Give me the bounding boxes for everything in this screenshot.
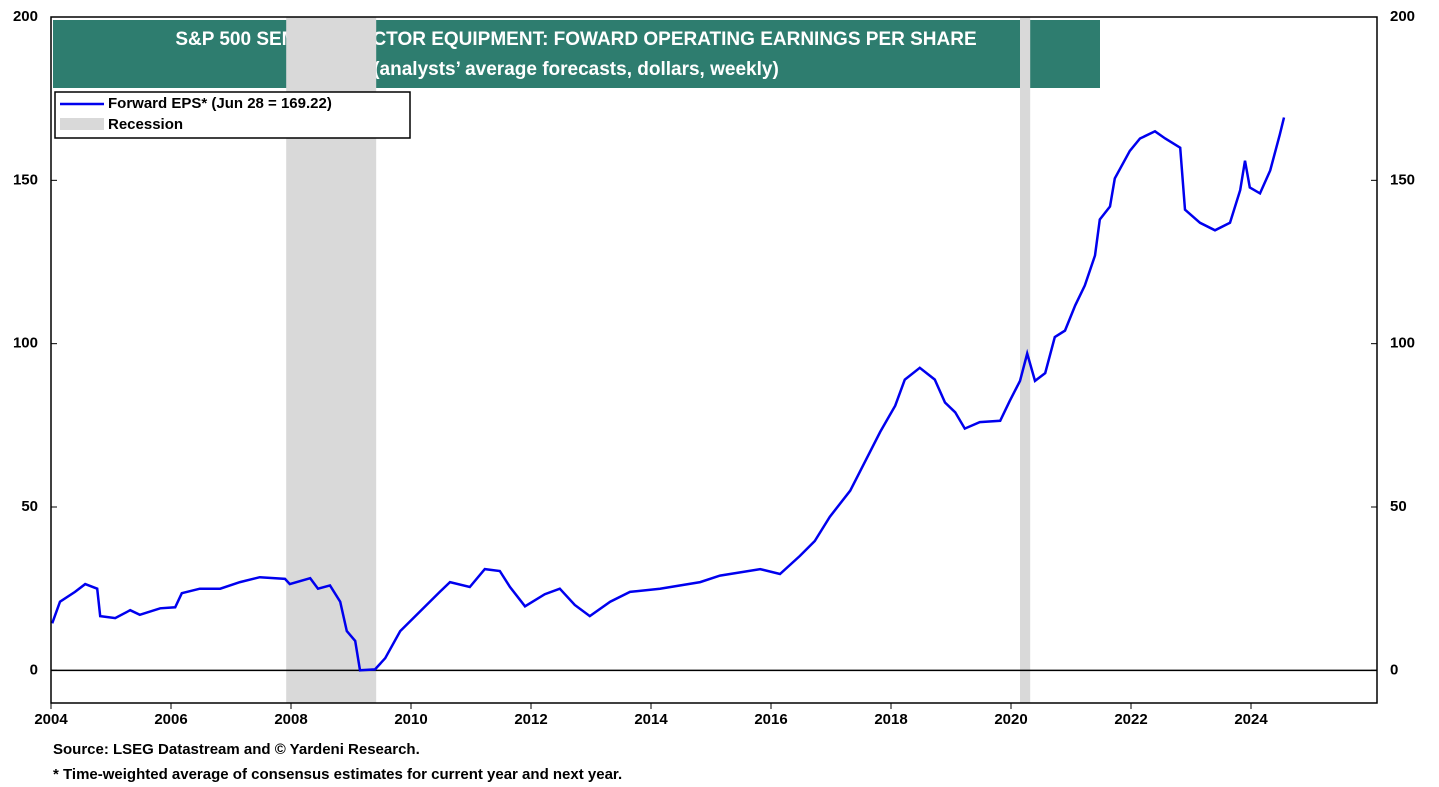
x-tick-label: 2018: [874, 711, 907, 728]
legend-label: Recession: [108, 116, 183, 133]
y-tick-label: 200: [13, 8, 38, 25]
title-box: [53, 20, 1100, 88]
eps-line: [51, 117, 1286, 672]
y2-tick-label: 50: [1390, 498, 1407, 515]
footnote: * Time-weighted average of consensus est…: [53, 766, 622, 783]
y2-tick-label: 150: [1390, 171, 1415, 188]
x-tick-label: 2022: [1114, 711, 1147, 728]
x-tick-label: 2020: [994, 711, 1027, 728]
chart-subtitle: (analysts’ average forecasts, dollars, w…: [373, 59, 779, 80]
legend-label: Forward EPS* (Jun 28 = 169.22): [108, 95, 332, 112]
legend-swatch: [60, 118, 104, 130]
y-tick-label: 100: [13, 335, 38, 352]
x-tick-label: 2006: [154, 711, 187, 728]
y2-tick-label: 100: [1390, 335, 1415, 352]
plot-frame: [50, 16, 1378, 704]
x-tick-label: 2008: [274, 711, 307, 728]
y2-tick-label: 200: [1390, 8, 1415, 25]
legend-box: [54, 91, 411, 139]
y-tick-label: 50: [21, 498, 38, 515]
y-tick-label: 150: [13, 171, 38, 188]
x-tick-label: 2016: [754, 711, 787, 728]
source: Source: LSEG Datastream and © Yardeni Re…: [53, 741, 420, 758]
x-tick-label: 2024: [1234, 711, 1268, 728]
x-tick-label: 2012: [514, 711, 547, 728]
x-tick-label: 2010: [394, 711, 427, 728]
x-tick-label: 2014: [634, 711, 668, 728]
x-tick-label: 2004: [34, 711, 68, 728]
y2-tick-label: 0: [1390, 661, 1398, 678]
y-tick-label: 0: [30, 661, 38, 678]
